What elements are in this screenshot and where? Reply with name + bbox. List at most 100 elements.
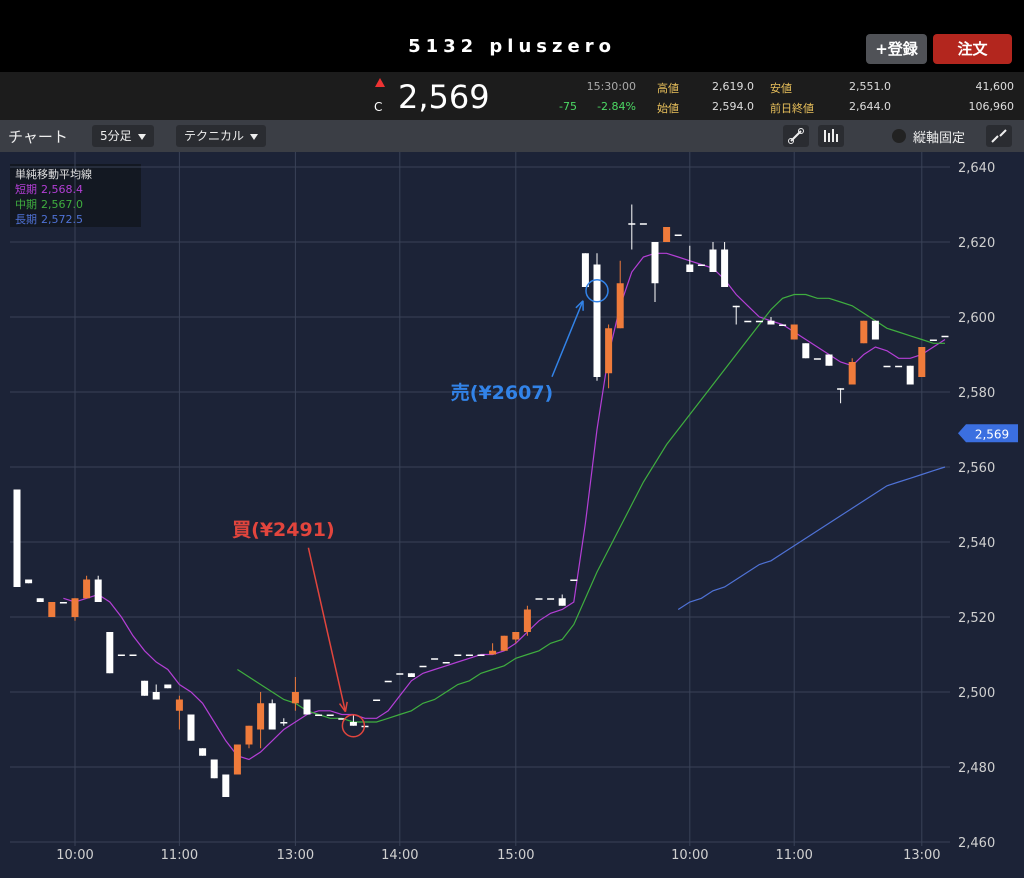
candle-body: [291, 692, 299, 704]
y-tick-label: 2,580: [958, 386, 995, 401]
stat-value: 2,594.0: [712, 100, 754, 113]
candle-body: [732, 305, 740, 308]
bars-tool[interactable]: [818, 125, 844, 147]
candle-body: [709, 249, 717, 272]
candle-body: [837, 388, 845, 390]
turnover: 106,960: [968, 100, 1015, 113]
stat-value: 2,551.0: [849, 80, 891, 93]
candle-body: [802, 343, 810, 359]
candle-body: [48, 602, 56, 617]
legend-value: 2,567.0: [41, 198, 83, 211]
x-tick-label: 14:00: [381, 848, 418, 863]
price-tag: [958, 424, 1018, 443]
candle-body: [848, 362, 856, 385]
candle-body: [117, 654, 125, 656]
technical: テクニカル: [184, 129, 245, 143]
volume: 41,600: [975, 80, 1015, 93]
y-tick-label: 2,460: [958, 836, 995, 851]
candle-body: [593, 264, 601, 377]
candle-body: [407, 673, 415, 677]
legend-name: 短期: [15, 183, 37, 196]
chart-label: チャート: [8, 128, 68, 146]
change-pct: -2.84%: [597, 100, 636, 113]
candle-body: [396, 673, 404, 675]
candle-body: [442, 662, 450, 664]
legend-name: 長期: [15, 213, 37, 226]
candle-body: [616, 283, 624, 329]
trade-label: 売(¥2607): [451, 381, 553, 404]
candle-body: [570, 579, 578, 581]
candle-body: [164, 684, 172, 689]
stat-label: 安値: [770, 82, 792, 95]
candle-body: [663, 227, 671, 242]
x-tick-label: 11:00: [161, 848, 198, 863]
candle-body: [303, 699, 311, 715]
candle-body: [36, 598, 44, 602]
candle-body: [187, 714, 195, 741]
interval-dropdown[interactable]: 5分足: [92, 125, 154, 147]
trade-arrow: [307, 547, 347, 712]
y-tick-label: 2,560: [958, 461, 995, 476]
order-button[interactable]: 注文: [933, 34, 1012, 64]
x-tick-label: 13:00: [277, 848, 314, 863]
interval: 5分足: [100, 129, 132, 143]
trade-arrowhead: [338, 701, 348, 713]
price: 2,569: [398, 78, 490, 116]
quote-row: C 2,569 15:30:00 -75 -2.84% 高値 2,619.0 始…: [0, 72, 1024, 120]
stat-label: 始値: [657, 102, 679, 115]
y-tick-label: 2,620: [958, 236, 995, 251]
legend-title: 単純移動平均線: [15, 167, 92, 181]
candle-body: [315, 714, 323, 716]
stat-value: 2,644.0: [849, 100, 891, 113]
stat-value: 2,619.0: [712, 80, 754, 93]
price-tag-label: 2,569: [975, 427, 1009, 441]
trade-arrow: [551, 300, 584, 378]
candle-body: [547, 598, 555, 600]
stock-title: 5132 pluszero: [408, 36, 616, 57]
trade-arrowhead: [575, 300, 584, 311]
candle-body: [721, 249, 729, 287]
stat-label: 高値: [657, 82, 679, 95]
expand[interactable]: [986, 125, 1012, 147]
candle-body: [152, 692, 160, 700]
toggle[interactable]: [892, 129, 906, 143]
candle-body: [825, 354, 833, 366]
candle-body: [895, 365, 903, 368]
candle-body: [326, 714, 334, 716]
candle-body: [767, 320, 775, 325]
candle-body: [59, 602, 67, 604]
candle-body: [233, 744, 241, 775]
candle-body: [489, 650, 497, 655]
candle-body: [929, 339, 937, 341]
candle-body: [71, 598, 79, 617]
price-mark: C: [374, 100, 383, 114]
legend-value: 2,568.4: [41, 183, 83, 196]
draw-tool[interactable]: [783, 125, 809, 147]
technical-dropdown[interactable]: テクニカル: [176, 125, 267, 147]
candle-body: [280, 722, 288, 724]
icon: [991, 129, 1007, 143]
candle-body: [941, 335, 949, 338]
candle-body: [141, 680, 149, 696]
register-button[interactable]: +登録: [866, 34, 927, 64]
candle-body: [918, 347, 926, 377]
candle-body: [245, 725, 253, 745]
candle-body: [94, 579, 102, 602]
candle-body: [419, 665, 427, 668]
candle-body: [871, 320, 879, 340]
y-tick-label: 2,500: [958, 686, 995, 701]
candle-body: [686, 264, 694, 272]
candle-body: [906, 365, 914, 385]
candle-body: [384, 680, 392, 683]
chart: 2,460 2,480 2,500 2,520 2,540 2,560 2,580 2,600…: [0, 152, 1024, 878]
candle-body: [883, 365, 891, 368]
candle-body: [581, 253, 589, 287]
icon: [788, 128, 804, 144]
toolbar: チャート 5分足 テクニカル 縦軸固定: [0, 120, 1024, 152]
candle-body: [175, 699, 183, 711]
x-tick-label: 11:00: [775, 848, 812, 863]
candle-body: [222, 774, 230, 797]
candle-body: [106, 632, 114, 674]
candle-body: [813, 358, 821, 360]
